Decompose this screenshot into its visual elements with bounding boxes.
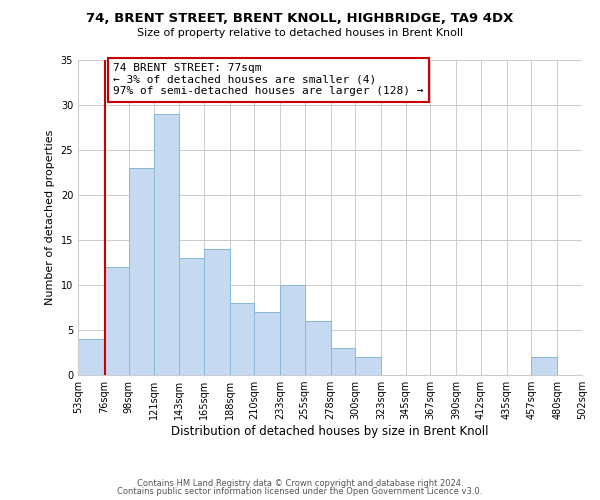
Y-axis label: Number of detached properties: Number of detached properties [45, 130, 55, 305]
Text: 74, BRENT STREET, BRENT KNOLL, HIGHBRIDGE, TA9 4DX: 74, BRENT STREET, BRENT KNOLL, HIGHBRIDG… [86, 12, 514, 26]
Text: Contains HM Land Registry data © Crown copyright and database right 2024.: Contains HM Land Registry data © Crown c… [137, 478, 463, 488]
Bar [355, 357, 381, 375]
Bar [331, 348, 355, 375]
Bar [532, 357, 557, 375]
Bar [254, 312, 280, 375]
Bar [78, 339, 104, 375]
Bar [305, 321, 331, 375]
Bar [230, 303, 254, 375]
Bar [128, 168, 154, 375]
Bar [104, 267, 128, 375]
Text: Size of property relative to detached houses in Brent Knoll: Size of property relative to detached ho… [137, 28, 463, 38]
Text: 74 BRENT STREET: 77sqm
← 3% of detached houses are smaller (4)
97% of semi-detac: 74 BRENT STREET: 77sqm ← 3% of detached … [113, 63, 424, 96]
Bar [280, 285, 305, 375]
Bar [204, 249, 230, 375]
Text: Contains public sector information licensed under the Open Government Licence v3: Contains public sector information licen… [118, 487, 482, 496]
Bar [154, 114, 179, 375]
Bar [179, 258, 204, 375]
X-axis label: Distribution of detached houses by size in Brent Knoll: Distribution of detached houses by size … [171, 425, 489, 438]
